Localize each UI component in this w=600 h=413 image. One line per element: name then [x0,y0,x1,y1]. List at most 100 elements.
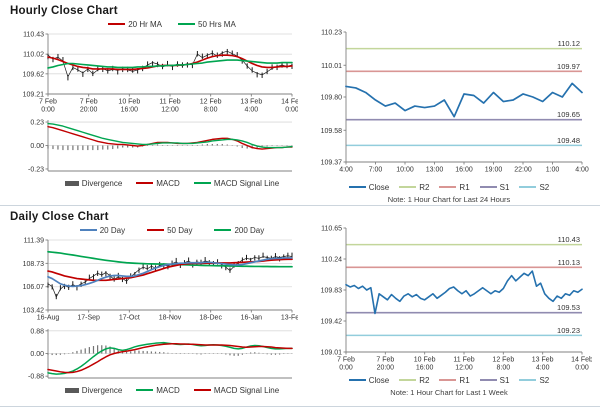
pivot-24h-panel: 110.23 110.01 109.80 109.58 109.37 4:00 7:00 10… [300,0,600,205]
legend-item: 200 Day [214,226,264,235]
pivot-24h-note: Note: 1 Hour Chart for Last 24 Hours [387,195,511,204]
daily-macd-legend: Divergence MACD MACD Signal Line [10,384,298,396]
svg-text:22:00: 22:00 [514,167,532,174]
svg-text:111.39: 111.39 [24,238,44,245]
legend-swatch [399,185,417,189]
legend-label: 50 Day [167,225,193,235]
legend-item: 50 Hrs MA [178,20,236,29]
svg-text:0.88: 0.88 [30,328,44,335]
legend-item: Divergence [64,385,123,395]
legend-swatch [479,185,497,189]
svg-text:10:00: 10:00 [396,167,414,174]
svg-text:110.12: 110.12 [558,39,580,48]
legend-swatch [519,378,537,382]
legend-label: MACD Signal Line [213,178,280,188]
svg-text:17-Sep: 17-Sep [77,315,100,322]
svg-text:109.23: 109.23 [557,326,580,335]
legend-swatch [348,185,366,189]
svg-text:109.58: 109.58 [321,128,343,135]
svg-text:109.83: 109.83 [321,288,343,295]
svg-text:106.07: 106.07 [23,284,45,291]
hourly-close-panel: Hourly Close Chart 20 Hr MA 50 Hrs MA 110… [0,0,300,205]
legend-item: S2 [519,183,549,192]
svg-text:109.97: 109.97 [557,62,580,71]
svg-text:1:00: 1:00 [546,167,560,174]
svg-text:7:00: 7:00 [369,167,383,174]
svg-text:110.24: 110.24 [321,257,342,264]
svg-text:109.21: 109.21 [23,92,45,99]
legend-swatch [178,22,195,26]
svg-text:109.80: 109.80 [321,95,343,102]
legend-swatch [79,228,97,232]
svg-text:16-Jan: 16-Jan [241,315,263,322]
legend-swatch [108,22,126,26]
legend-item: R1 [439,376,470,385]
svg-text:109.65: 109.65 [557,110,580,119]
svg-text:108.73: 108.73 [23,261,45,268]
bottom-divider [0,406,600,407]
legend-label: R2 [419,182,430,192]
legend-swatch [439,185,457,189]
legend-label: S1 [499,182,510,192]
legend-item: R2 [399,376,429,385]
hourly-ma-legend: 20 Hr MA 50 Hrs MA [10,18,298,30]
svg-text:110.65: 110.65 [321,226,342,233]
svg-text:110.43: 110.43 [23,32,44,39]
svg-text:16-Aug: 16-Aug [37,315,60,322]
legend-label: Divergence [81,385,123,395]
svg-text:-0.23: -0.23 [28,166,44,173]
svg-text:4:00: 4:00 [575,167,589,174]
daily-macd-chart: 0.88 0.00 -0.88 [28,328,293,381]
legend-label: MACD Signal Line [213,385,280,395]
svg-text:110.23: 110.23 [321,30,342,37]
svg-text:0.00: 0.00 [30,351,44,358]
svg-text:109.37: 109.37 [321,160,343,167]
svg-text:19:00: 19:00 [485,167,503,174]
svg-text:17-Oct: 17-Oct [119,315,140,322]
svg-text:18-Dec: 18-Dec [199,315,222,322]
svg-text:13:00: 13:00 [426,167,444,174]
legend-label: 50 Hrs MA [198,19,236,29]
hourly-macd-chart: 0.23 0.00 -0.23 [28,120,293,173]
legend-item: R1 [439,183,470,192]
legend-label: Close [368,182,390,192]
legend-item: Divergence [64,179,122,188]
hourly-macd-legend: Divergence MACD MACD Signal Line [10,177,298,189]
legend-item: MACD Signal Line [193,178,280,188]
legend-label: 200 Day [234,225,265,235]
legend-item: MACD Signal Line [193,385,280,395]
svg-text:110.02: 110.02 [23,52,44,59]
legend-item: MACD [136,179,180,188]
legend-label: S2 [539,375,550,385]
daily-chart-title: Daily Close Chart [10,211,109,223]
pivot-1week-note: Note: 1 Hour Chart for Last 1 Week [390,388,508,397]
legend-label: S1 [499,375,510,385]
section-divider [0,205,600,206]
legend-item: S2 [519,376,549,385]
svg-text:109.42: 109.42 [321,319,343,326]
hourly-section: Hourly Close Chart 20 Hr MA 50 Hrs MA 110… [0,0,600,205]
legend-label: Close [368,375,390,385]
svg-text:4:00: 4:00 [339,167,353,174]
legend-swatch [348,378,366,382]
legend-item: 20 Hr MA [108,20,162,29]
pivot-1week-legend: Close R2 R1 S1 S2 [348,374,549,386]
legend-item: S1 [479,182,510,192]
legend-swatch [193,388,211,392]
legend-label: R2 [419,375,430,385]
svg-text:110.01: 110.01 [321,63,342,70]
legend-swatch [136,388,154,392]
